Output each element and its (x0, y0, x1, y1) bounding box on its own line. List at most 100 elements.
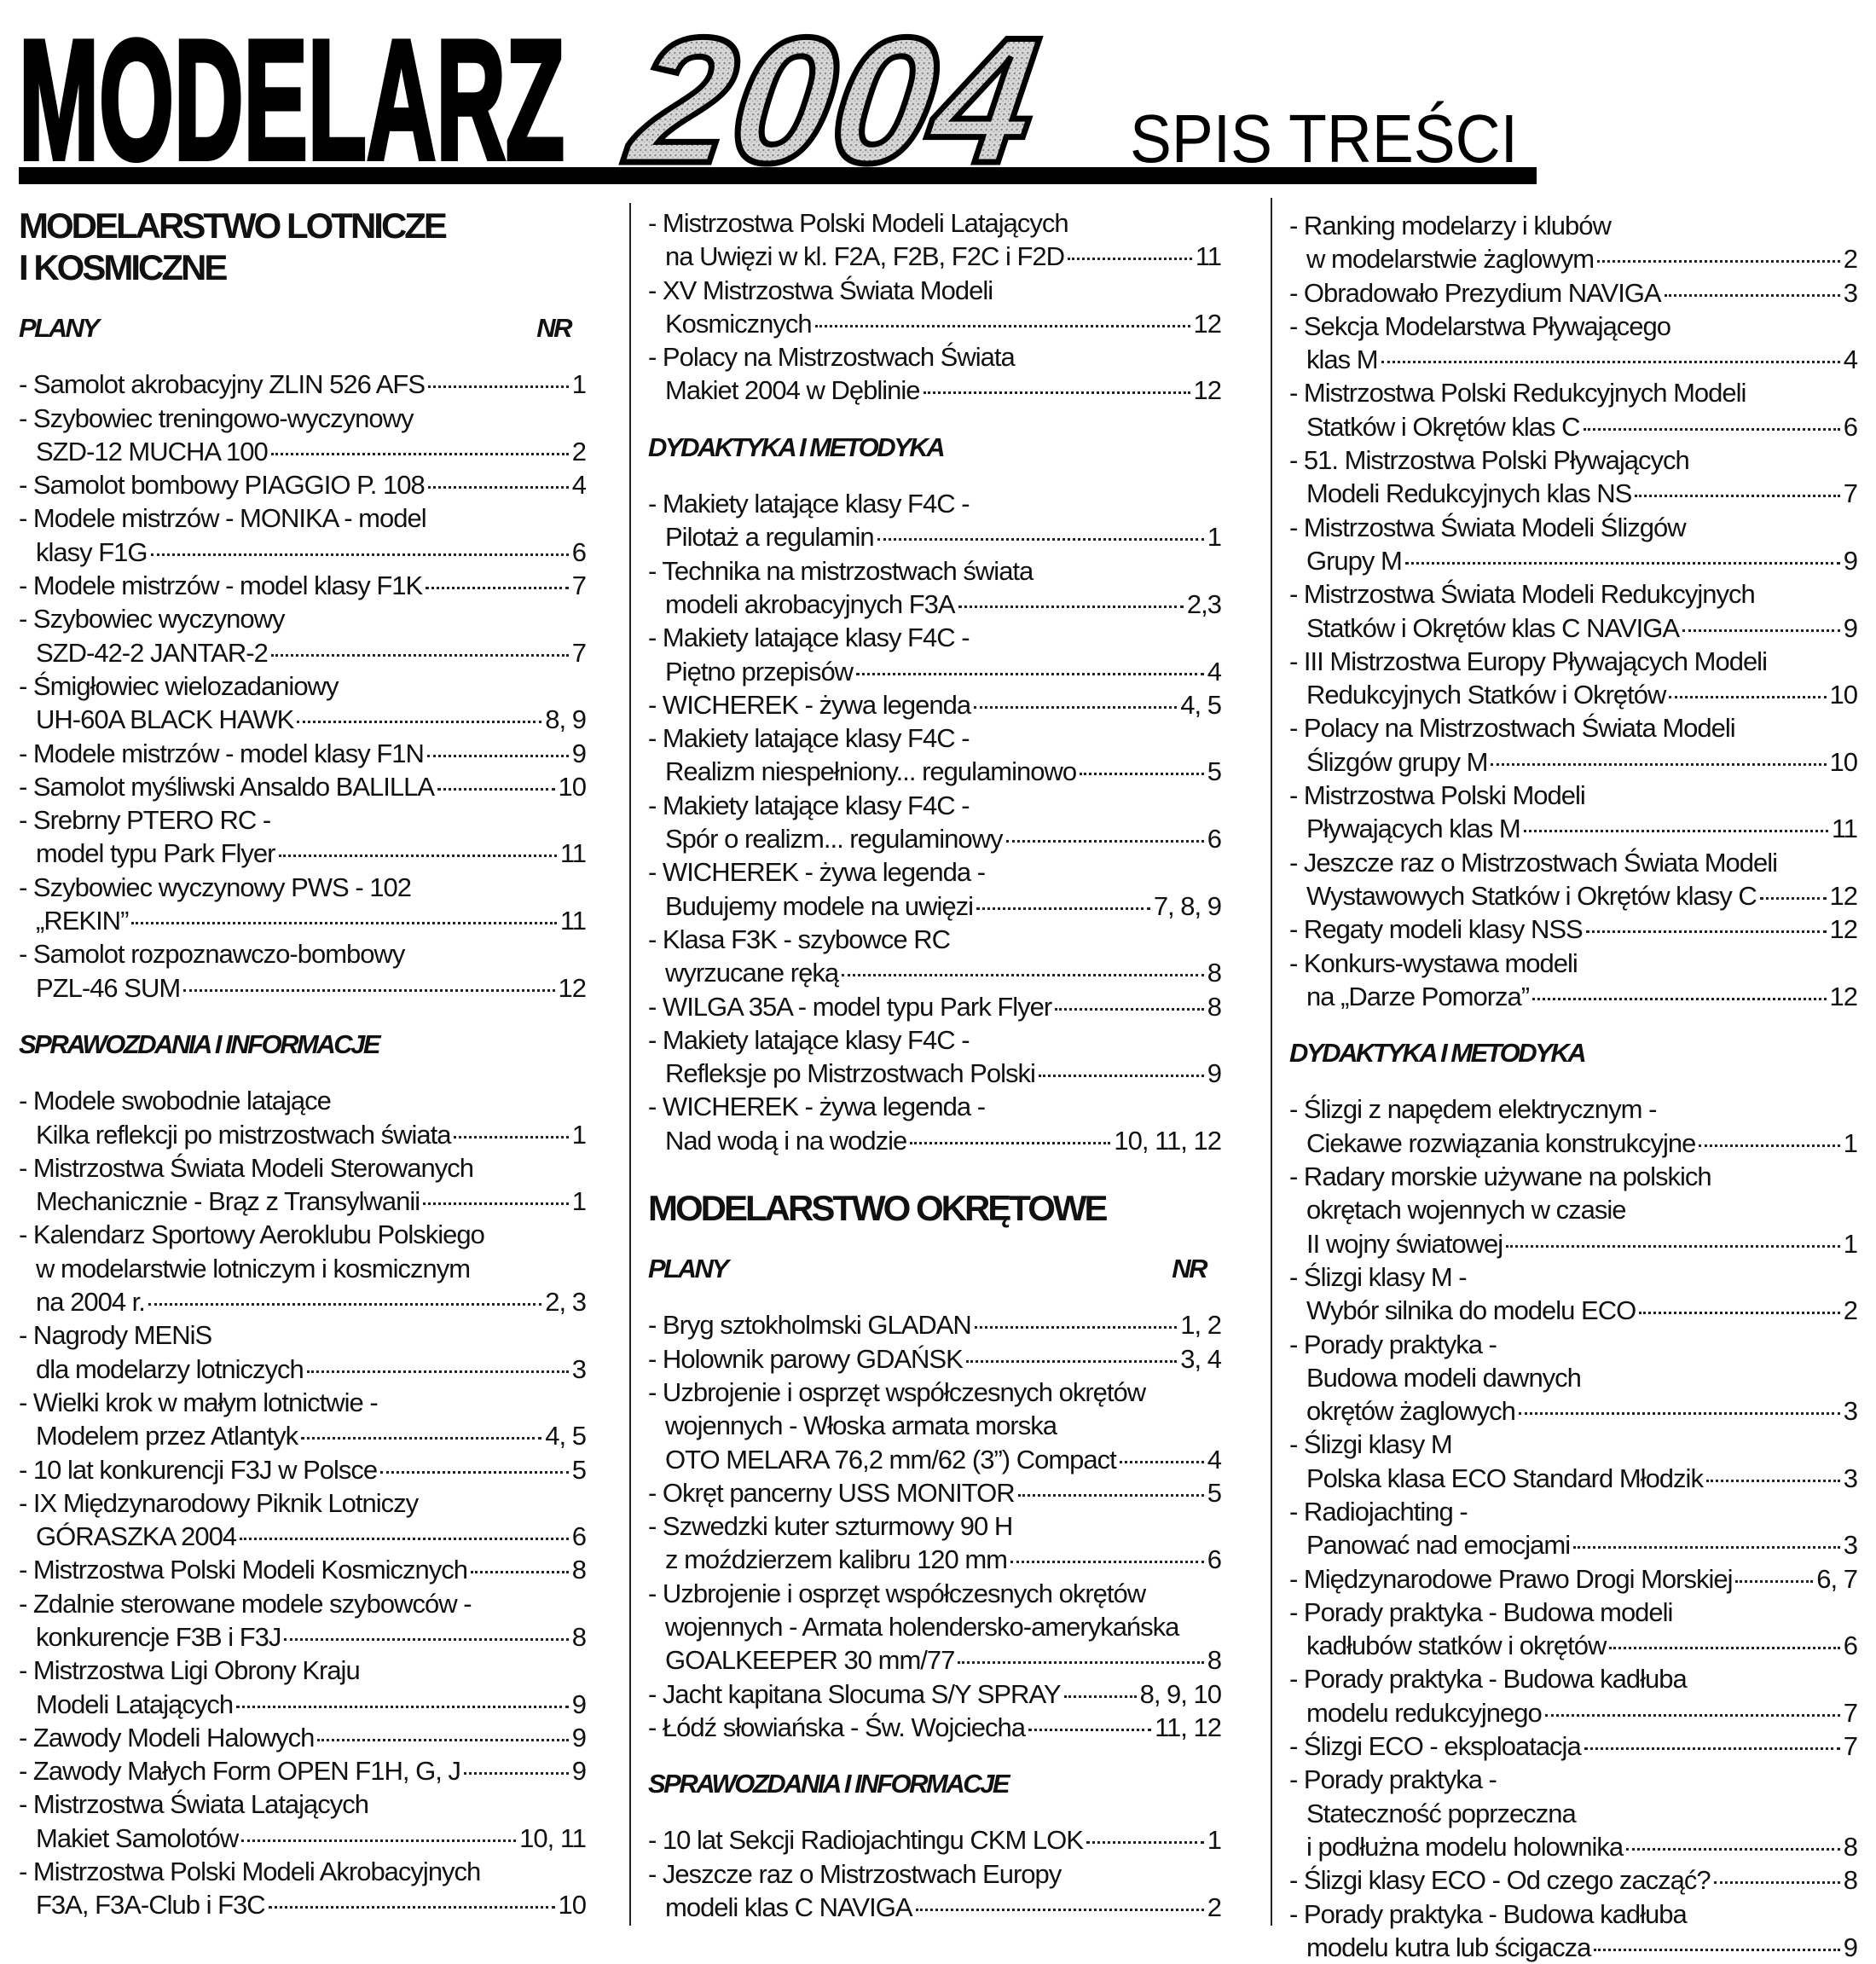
entry-line: - Modele mistrzów - model klasy F1K (19, 571, 423, 601)
entry-last-line: Nad wodą i na wodzie 10, 11, 12 (648, 1124, 1222, 1157)
entry-line: - Uzbrojenie i osprzęt współczesnych okr… (648, 1376, 1146, 1407)
issue-number: 9 (1843, 545, 1858, 576)
entry-line: wojennych - Armata holendersko-amerykańs… (665, 1611, 1179, 1642)
dot-leader (131, 922, 557, 925)
entry-line: Stateczność poprzeczna (1306, 1798, 1577, 1828)
dot-leader (1086, 1841, 1204, 1845)
entry-last-line: Statków i Okrętów klas C NAVIGA 9 (1289, 611, 1858, 645)
issue-number: 9 (571, 738, 587, 768)
entry-line: - Samolot myśliwski Ansaldo BALILLA (19, 771, 435, 802)
toc-entry: - Szybowiec wyczynowy SZD-42-2 JANTAR-2 7 (19, 602, 587, 669)
issue-number: 5 (1207, 1477, 1222, 1508)
entry-last-line: - Modele mistrzów - model klasy F1N 9 (19, 737, 587, 770)
entry-line: dla modelarzy lotniczych (36, 1353, 304, 1384)
issue-number: 12 (1193, 308, 1222, 339)
dot-leader (1682, 629, 1840, 632)
entry-line: - Nagrody MENiS (19, 1320, 212, 1351)
entry-last-line: okrętów żaglowych 3 (1289, 1394, 1858, 1428)
entry-line: - Porady praktyka - Budowa kadłuba (1289, 1898, 1688, 1929)
issue-number: 9 (571, 1756, 587, 1787)
entry-last-line: Kilka reflekcji po mistrzostwach świata 1 (19, 1118, 587, 1151)
dot-leader (1038, 1075, 1204, 1078)
dot-leader (471, 1571, 569, 1574)
entry-last-line: Kosmicznych 12 (648, 307, 1222, 340)
toc-entry: - Modele mistrzów - model klasy F1N 9 (19, 737, 587, 770)
issue-number: 7 (1843, 1697, 1858, 1728)
entry-last-line: modeli akrobacyjnych F3A 2,3 (648, 588, 1222, 621)
issue-number: 8 (1843, 1831, 1858, 1862)
entry-last-line: model typu Park Flyer 11 (19, 837, 587, 870)
entry-last-line: Ślizgów grupy M 10 (1289, 745, 1858, 779)
issue-number: 1 (1843, 1127, 1858, 1158)
entry-line: modelu redukcyjnego (1306, 1697, 1543, 1728)
entry-line: - Mistrzostwa Świata Modeli Sterowanych (19, 1152, 474, 1183)
subsection-title: PLANY (19, 313, 100, 343)
dot-leader (1699, 1144, 1840, 1147)
entry-line: Polska klasa ECO Standard Młodzik (1306, 1463, 1704, 1493)
entry-line: Budujemy modele na uwięzi (665, 890, 974, 921)
entry-last-line: klasy F1G 6 (19, 536, 587, 569)
entry-line: Realizm niespełniony... regulaminowo (665, 756, 1077, 787)
issue-number: 4 (1207, 1444, 1222, 1474)
entry-line: konkurencje F3B i F3J (36, 1621, 281, 1652)
entry-line: Statków i Okrętów klas C (1306, 411, 1581, 442)
entry-line: Grupy M (1306, 545, 1403, 576)
toc-entry: - Regaty modeli klasy NSS 12 (1289, 912, 1858, 946)
entry-line: - 51. Mistrzostwa Polski Pływających (1289, 445, 1690, 476)
dot-leader (297, 721, 542, 724)
entry-last-line: - Zawody Małych Form OPEN F1H, G, J 9 (19, 1754, 587, 1787)
entry-line: - WICHEREK - żywa legenda - (648, 857, 986, 888)
entry-line: Modeli Latających (36, 1689, 234, 1719)
dot-leader (427, 486, 569, 490)
dot-leader (437, 787, 555, 791)
entry-line: - IX Międzynarodowy Piknik Lotniczy (19, 1487, 419, 1518)
entry-line: - Makiety latające klasy F4C - (648, 790, 970, 820)
number-column-label: NR (1172, 1254, 1207, 1284)
toc-entry: - Samolot akrobacyjny ZLIN 526 AFS 1 (19, 368, 587, 401)
issue-number: 11 (1831, 814, 1858, 844)
dot-leader (1028, 1728, 1152, 1731)
entry-line: - Porady praktyka - Budowa modeli (1289, 1596, 1673, 1627)
entry-line: - Kalendarz Sportowy Aeroklubu Polskiego (19, 1220, 485, 1250)
dot-leader (814, 324, 1190, 327)
dot-leader (278, 855, 557, 858)
toc-entry: - Mistrzostwa Świata Modeli Sterowanych M… (19, 1151, 587, 1219)
subsection-heading: PLANY NR (648, 1252, 1221, 1285)
dot-leader (1609, 1647, 1840, 1650)
issue-number: 7 (1843, 1731, 1858, 1762)
issue-number: 11, 12 (1155, 1712, 1222, 1742)
entry-line: - Srebrny PTERO RC - (19, 805, 271, 836)
entry-line: Mechanicznie - Brąz z Transylwanii (36, 1186, 420, 1217)
entry-line: - Mistrzostwa Polski Modeli Akrobacyjnyc… (19, 1857, 481, 1887)
subsection-title: PLANY (648, 1254, 729, 1284)
entry-line: - Modele swobodnie latające (19, 1086, 332, 1116)
issue-number: 8 (1207, 1645, 1222, 1676)
entry-line: w modelarstwie lotniczym i kosmicznym (36, 1253, 471, 1283)
entry-last-line: - Międzynarodowe Prawo Drogi Morskiej 6, … (1289, 1562, 1858, 1596)
entry-line: - Jacht kapitana Slocuma S/Y SPRAY (648, 1678, 1061, 1709)
issue-number: 1 (1843, 1228, 1858, 1259)
entry-line: Pływających klas M (1306, 814, 1521, 844)
toc-entry: - Szybowiec wyczynowy PWS - 102 „REKIN” 11 (19, 871, 587, 938)
entry-line: - Ślizgi z napędem elektrycznym - (1289, 1094, 1657, 1125)
issue-number: 4 (1207, 656, 1222, 687)
entry-line: - Międzynarodowe Prawo Drogi Morskiej (1289, 1563, 1733, 1594)
toc-entry: - Polacy na Mistrzostwach Świata Modeli Ś… (1289, 711, 1858, 779)
issue-number: 2 (1843, 244, 1858, 275)
entry-line: klasy F1G (36, 536, 148, 567)
entry-last-line: II wojny światowej 1 (1289, 1227, 1858, 1260)
toc-entry: - Modele mistrzów - model klasy F1K 7 (19, 569, 587, 602)
entry-line: - Makiety latające klasy F4C - (648, 489, 970, 519)
entry-last-line: - Ślizgi ECO - eksploatacja 7 (1289, 1729, 1858, 1763)
entry-line: kadłubów statków i okrętów (1306, 1631, 1607, 1661)
entry-last-line: Statków i Okrętów klas C 6 (1289, 410, 1858, 443)
entry-last-line: na 2004 r. 2, 3 (19, 1285, 587, 1318)
toc-column: MODELARSTWO LOTNICZE I KOSMICZNE PLANY NR - … (19, 205, 587, 1922)
toc-entry: - Porady praktyka - Stateczność poprzeczn… (1289, 1763, 1858, 1863)
entry-line: - Jeszcze raz o Mistrzostwach Świata Mod… (1289, 847, 1778, 878)
issue-number: 6, 7 (1816, 1563, 1858, 1594)
entry-line: - Obradowało Prezydium NAVIGA (1289, 277, 1662, 308)
issue-number: 1 (571, 1186, 587, 1217)
entry-last-line: - Modele mistrzów - model klasy F1K 7 (19, 569, 587, 602)
toc-entry: - Uzbrojenie i osprzęt współczesnych okr… (648, 1376, 1222, 1476)
